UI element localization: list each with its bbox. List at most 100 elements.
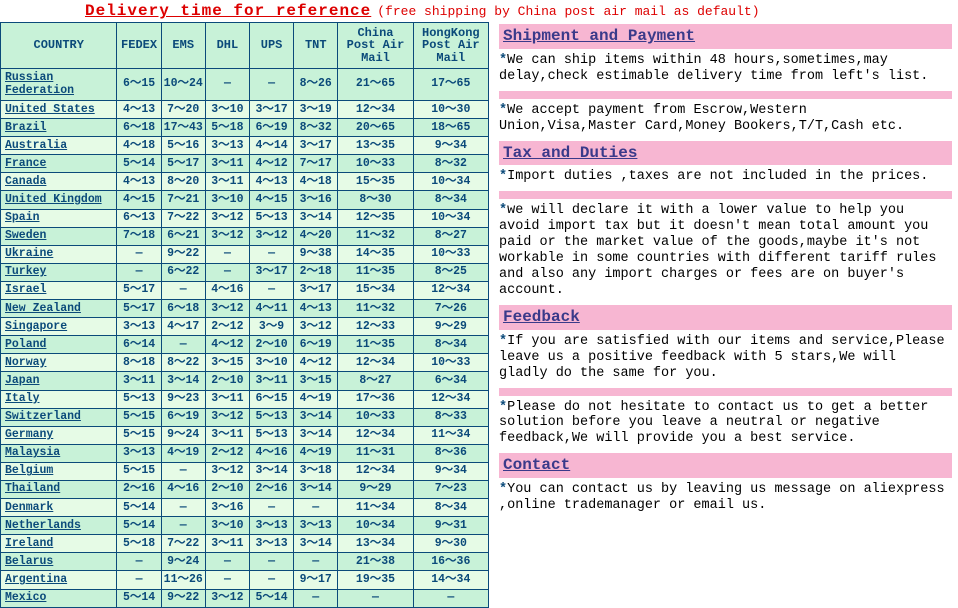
value-cell: 3～13 — [294, 517, 338, 535]
value-cell: 3～12 — [205, 589, 249, 607]
value-cell: 6～19 — [294, 336, 338, 354]
value-cell: 5～14 — [117, 499, 161, 517]
value-cell: 9～31 — [413, 517, 488, 535]
value-cell: 4～17 — [161, 318, 205, 336]
value-cell: 8～25 — [413, 263, 488, 281]
table-row: RussianFederation6～1510～24——8～2621～6517～… — [1, 69, 489, 101]
value-cell: 6～19 — [161, 408, 205, 426]
separator — [499, 388, 952, 396]
value-cell: 9～22 — [161, 245, 205, 263]
value-cell: 10～34 — [338, 517, 413, 535]
value-cell: — — [205, 69, 249, 101]
value-cell: 10～33 — [413, 245, 488, 263]
value-cell: 9～29 — [338, 480, 413, 498]
value-cell: 14～34 — [413, 571, 488, 589]
value-cell: 3～14 — [249, 462, 293, 480]
value-cell: 8～36 — [413, 444, 488, 462]
value-cell: — — [294, 589, 338, 607]
value-cell: 9～38 — [294, 245, 338, 263]
value-cell: 8～30 — [338, 191, 413, 209]
value-cell: 4～15 — [249, 191, 293, 209]
value-cell: 3～12 — [205, 408, 249, 426]
country-cell: Thailand — [1, 480, 117, 498]
value-cell: 8～34 — [413, 499, 488, 517]
value-cell: 6～34 — [413, 372, 488, 390]
separator — [499, 91, 952, 99]
table-row: New Zealand5～176～183～124～114～1311～327～26 — [1, 300, 489, 318]
value-cell: 4～16 — [249, 444, 293, 462]
value-cell: 9～23 — [161, 390, 205, 408]
value-cell: — — [249, 553, 293, 571]
value-cell: 17～43 — [161, 119, 205, 137]
value-cell: 3～12 — [294, 318, 338, 336]
table-row: Germany5～159～243～115～133～1412～3411～34 — [1, 426, 489, 444]
value-cell: 4～19 — [161, 444, 205, 462]
value-cell: 5～14 — [249, 589, 293, 607]
country-cell: Germany — [1, 426, 117, 444]
value-cell: 2～18 — [294, 263, 338, 281]
value-cell: 3～17 — [249, 263, 293, 281]
value-cell: 12～34 — [413, 281, 488, 299]
value-cell: 8～26 — [294, 69, 338, 101]
value-cell: 3～11 — [205, 426, 249, 444]
value-cell: 7～22 — [161, 535, 205, 553]
value-cell: 3～11 — [205, 535, 249, 553]
value-cell: 3～17 — [294, 281, 338, 299]
value-cell: 5～17 — [117, 281, 161, 299]
value-cell: 3～18 — [294, 462, 338, 480]
value-cell: 2～10 — [205, 372, 249, 390]
table-row: Netherlands5～14—3～103～133～1310～349～31 — [1, 517, 489, 535]
value-cell: 9～22 — [161, 589, 205, 607]
table-row: Turkey—6～22—3～172～1811～358～25 — [1, 263, 489, 281]
value-cell: 8～18 — [117, 354, 161, 372]
table-row: Canada4～138～203～114～134～1815～3510～34 — [1, 173, 489, 191]
value-cell: 8～27 — [413, 227, 488, 245]
value-cell: 3～11 — [249, 372, 293, 390]
value-cell: 3～11 — [117, 372, 161, 390]
country-cell: Israel — [1, 281, 117, 299]
value-cell: 8～32 — [413, 155, 488, 173]
value-cell: — — [117, 245, 161, 263]
value-cell: 12～34 — [338, 101, 413, 119]
value-cell: — — [117, 263, 161, 281]
value-cell: 12～34 — [338, 462, 413, 480]
section-contact-header: Contact — [499, 453, 952, 478]
country-cell: Netherlands — [1, 517, 117, 535]
value-cell: 3～16 — [294, 191, 338, 209]
value-cell: 5～15 — [117, 426, 161, 444]
delivery-table: COUNTRYFEDEXEMSDHLUPSTNTChinaPost AirMai… — [0, 22, 489, 608]
section-tax-header: Tax and Duties — [499, 141, 952, 166]
value-cell: — — [161, 281, 205, 299]
value-cell: 5～13 — [249, 426, 293, 444]
value-cell: 7～26 — [413, 300, 488, 318]
table-row: France5～145～173～114～127～1710～338～32 — [1, 155, 489, 173]
value-cell: 3～10 — [205, 191, 249, 209]
value-cell: 21～65 — [338, 69, 413, 101]
value-cell: 3～12 — [249, 227, 293, 245]
value-cell: 6～19 — [249, 119, 293, 137]
value-cell: 11～31 — [338, 444, 413, 462]
value-cell: 5～14 — [117, 155, 161, 173]
shipment-p2: *We accept payment from Escrow,Western U… — [499, 101, 952, 139]
value-cell: 6～21 — [161, 227, 205, 245]
value-cell: 2～12 — [205, 318, 249, 336]
value-cell: 9～17 — [294, 571, 338, 589]
value-cell: 2～16 — [249, 480, 293, 498]
value-cell: 11～34 — [338, 499, 413, 517]
value-cell: 5～13 — [249, 408, 293, 426]
value-cell: 7～21 — [161, 191, 205, 209]
value-cell: 11～35 — [338, 263, 413, 281]
value-cell: 5～15 — [117, 462, 161, 480]
table-row: United States4～137～203～103～173～1912～3410… — [1, 101, 489, 119]
table-row: Mexico5～149～223～125～14——— — [1, 589, 489, 607]
value-cell: 8～32 — [294, 119, 338, 137]
table-row: Ireland5～187～223～113～133～1413～349～30 — [1, 535, 489, 553]
value-cell: — — [294, 499, 338, 517]
table-row: Thailand2～164～162～102～163～149～297～23 — [1, 480, 489, 498]
value-cell: — — [338, 589, 413, 607]
table-row: Australia4～185～163～134～143～1713～359～34 — [1, 137, 489, 155]
value-cell: 3～12 — [205, 209, 249, 227]
table-row: Switzerland5～156～193～125～133～1410～338～33 — [1, 408, 489, 426]
value-cell: 9～34 — [413, 462, 488, 480]
table-row: Malaysia3～134～192～124～164～1911～318～36 — [1, 444, 489, 462]
